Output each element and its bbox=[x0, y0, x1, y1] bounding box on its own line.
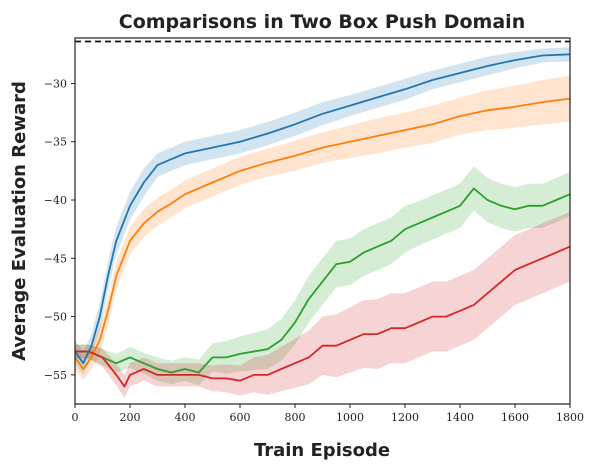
x-tick-label: 400 bbox=[175, 411, 196, 424]
series-1-line bbox=[74, 53, 571, 365]
x-tick-label: 1000 bbox=[336, 411, 364, 424]
x-tick-label: 0 bbox=[72, 411, 79, 424]
y-tick-label: −50 bbox=[44, 311, 67, 324]
series-4-line bbox=[75, 245, 571, 388]
y-tick-label: −30 bbox=[44, 77, 67, 90]
x-tick-label: 1400 bbox=[446, 411, 474, 424]
x-axis-label: Train Episode bbox=[254, 440, 390, 461]
y-axis-label: Average Evaluation Reward bbox=[9, 81, 30, 361]
x-tick-label: 600 bbox=[230, 411, 251, 424]
x-axis: 0 200 400 600 800 1000 1200 1400 1600 1800 bbox=[72, 404, 584, 424]
series-1-band bbox=[75, 47, 570, 375]
y-tick-label: −40 bbox=[44, 194, 67, 207]
x-tick-label: 1200 bbox=[391, 411, 419, 424]
x-tick-label: 800 bbox=[285, 411, 306, 424]
plot-area bbox=[74, 40, 571, 399]
y-tick-label: −45 bbox=[44, 252, 67, 265]
y-tick-label: −35 bbox=[44, 136, 67, 149]
axes-frame bbox=[74, 37, 571, 405]
y-tick-label: −55 bbox=[44, 369, 67, 382]
chart-title: Comparisons in Two Box Push Domain bbox=[119, 11, 525, 33]
x-tick-label: 1800 bbox=[556, 411, 584, 424]
series-3-line bbox=[75, 187, 571, 374]
series-4-band bbox=[75, 211, 570, 399]
series-2-line bbox=[74, 97, 571, 370]
x-tick-label: 1600 bbox=[501, 411, 529, 424]
series-3-band bbox=[75, 166, 570, 386]
x-tick-label: 200 bbox=[120, 411, 141, 424]
y-axis: −55 −50 −45 −40 −35 −30 bbox=[44, 77, 75, 382]
